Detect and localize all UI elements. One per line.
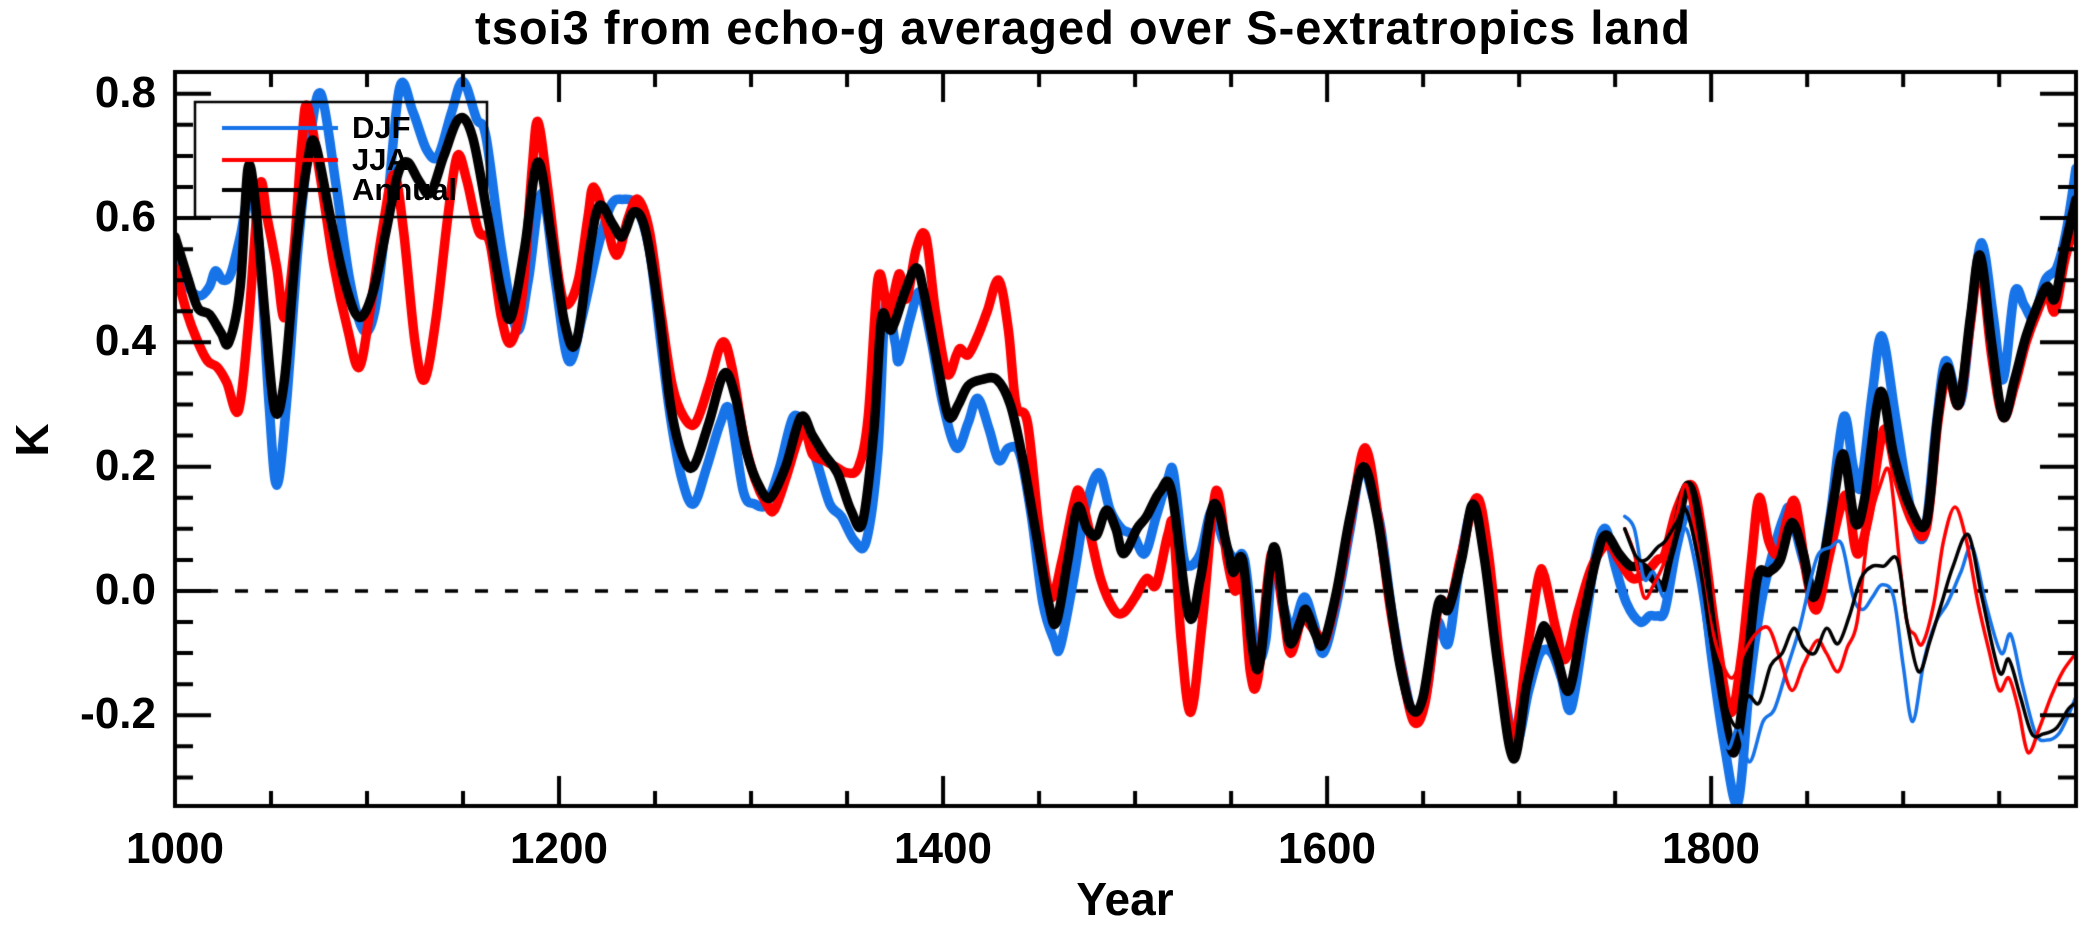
y-tick-label: 0.6 [94, 192, 156, 241]
chart-title: tsoi3 from echo-g averaged over S-extrat… [475, 1, 1691, 54]
legend-label-djf: DJF [352, 110, 411, 145]
y-tick-label: -0.2 [80, 689, 156, 738]
x-tick-label: 1000 [126, 824, 224, 873]
x-tick-label: 1400 [894, 824, 992, 873]
y-tick-label: 0.8 [94, 68, 156, 117]
legend-label-annual: Annual [352, 172, 458, 207]
x-tick-label: 1600 [1278, 824, 1376, 873]
y-tick-label: 0.4 [94, 316, 156, 365]
x-tick-label: 1200 [510, 824, 608, 873]
legend-label-jja: JJA [352, 142, 409, 177]
y-tick-label: 0.0 [94, 565, 156, 614]
y-tick-label: 0.2 [94, 441, 156, 490]
x-axis-label: Year [1076, 873, 1174, 925]
x-tick-label: 1800 [1662, 824, 1760, 873]
